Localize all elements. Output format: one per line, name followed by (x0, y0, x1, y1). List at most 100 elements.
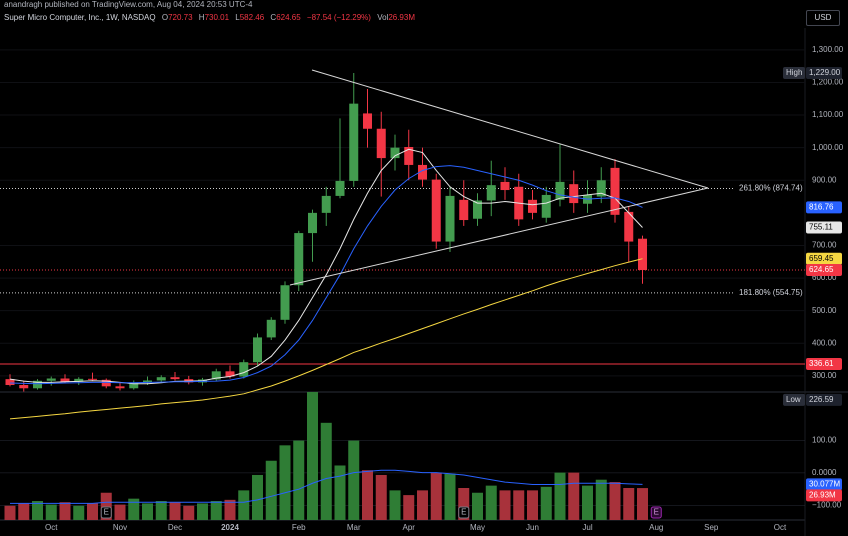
x-tick-label: Jul (582, 523, 592, 532)
volume-bar (458, 488, 470, 520)
y-tick-label: 400.00 (812, 338, 837, 347)
volume-bar (485, 485, 497, 520)
candle-body (143, 380, 152, 383)
moving-average (9, 258, 643, 420)
mid-layer (0, 72, 805, 420)
extreme-tag (806, 66, 842, 79)
candle-body (33, 380, 42, 389)
candle-body (46, 378, 56, 381)
legend-key: C (270, 13, 277, 22)
candle-body (225, 371, 235, 377)
volume-bar (265, 460, 277, 520)
volume-bar (320, 422, 332, 520)
y-tick-label: 500.00 (812, 306, 837, 315)
price-tag-label: 30.077M (809, 479, 840, 488)
volume-bar (430, 472, 442, 520)
volume-bar (32, 501, 43, 520)
y-tick-label: 1,100.00 (812, 110, 844, 119)
volume-bar (100, 492, 112, 520)
volume-bar (595, 479, 607, 520)
volume-bar (513, 490, 525, 520)
volume-bar (348, 440, 360, 520)
currency-button[interactable]: USD (806, 10, 840, 26)
y-tick-label: 1,000.00 (812, 143, 844, 152)
price-tag (806, 264, 842, 277)
earnings-label: E (104, 508, 109, 517)
candle-body (170, 377, 180, 380)
candle-body (335, 180, 345, 196)
price-tag-label: 659.45 (809, 254, 834, 263)
candle-body (321, 195, 331, 213)
volume-bar (252, 474, 263, 520)
volume-bar (637, 488, 648, 520)
front-layer: 1,300.00 1,200.00 1,100.00 1,000.00 900.00 70… (45, 45, 844, 532)
legend-key: L (235, 13, 240, 22)
volume-bar (444, 473, 456, 520)
volume-bar (128, 498, 140, 520)
volume-bar (362, 470, 373, 520)
x-tick-label: Oct (774, 523, 787, 532)
volume-bar (472, 492, 483, 520)
candle-body (431, 179, 441, 242)
candle-body (129, 382, 139, 389)
legend-key: O (161, 13, 169, 22)
volume-bar (4, 505, 16, 520)
candle-body (528, 199, 537, 213)
candle-body (445, 195, 455, 242)
x-tick-label: Sep (704, 523, 719, 532)
y-tick-label: 1,300.00 (812, 45, 844, 54)
candle-body (500, 181, 510, 191)
candle-body (610, 167, 620, 215)
candle-body (101, 379, 111, 387)
volume-bar (307, 392, 318, 520)
legend-value: 582.46 (239, 13, 265, 22)
instrument: Super Micro Computer, Inc., 1W, NASDAQ (4, 13, 156, 22)
candle-body (596, 180, 606, 197)
candle-body (308, 212, 317, 234)
volume-bar (45, 504, 57, 520)
moving-average (9, 165, 643, 385)
earnings-marker (458, 506, 470, 519)
candle-body (486, 185, 496, 201)
y-tick-label: 700.00 (812, 241, 837, 250)
y2-tick-label: −100.00 (812, 500, 842, 509)
y2-tick-label: 100.00 (812, 436, 837, 445)
price-tag (806, 252, 842, 265)
price-tag-label: 26.93M (809, 490, 836, 499)
volume-bar (279, 445, 291, 520)
volume-bar (375, 474, 387, 520)
candle-body (363, 113, 372, 129)
x-tick-label: Mar (347, 523, 361, 532)
trendline-upper (311, 69, 709, 189)
candle-body (473, 200, 482, 219)
extreme-label: High (786, 68, 802, 77)
y-tick-label: 300.00 (812, 371, 837, 380)
x-tick-label: 2024 (221, 523, 239, 532)
x-tick-label: Jun (526, 523, 539, 532)
earnings-label: E (654, 508, 659, 517)
volume-bar (183, 505, 195, 520)
legend-key: H (198, 13, 205, 22)
price-tag (806, 221, 842, 234)
x-tick-label: Dec (168, 523, 182, 532)
fib-label: 181.80% (554.75) (739, 288, 803, 297)
candle-body (88, 378, 97, 380)
volume-bar (210, 501, 222, 520)
volume-bar (114, 504, 126, 520)
extreme-tag-label: 226.59 (809, 395, 834, 404)
candle-body (266, 319, 276, 338)
candle-body (19, 385, 29, 389)
earnings-marker (100, 506, 112, 519)
volume-bar (238, 490, 250, 520)
price-tag-label: 816.76 (809, 203, 834, 212)
volume-bar (540, 486, 552, 520)
y-tick-label: 900.00 (812, 175, 837, 184)
candle-body (404, 147, 414, 165)
candle-body (74, 378, 84, 382)
legend-value: 624.65 (276, 13, 301, 22)
volume-bar (155, 501, 167, 520)
candle-body (624, 211, 634, 242)
candle-body (569, 184, 579, 204)
volume-bar (527, 490, 538, 520)
